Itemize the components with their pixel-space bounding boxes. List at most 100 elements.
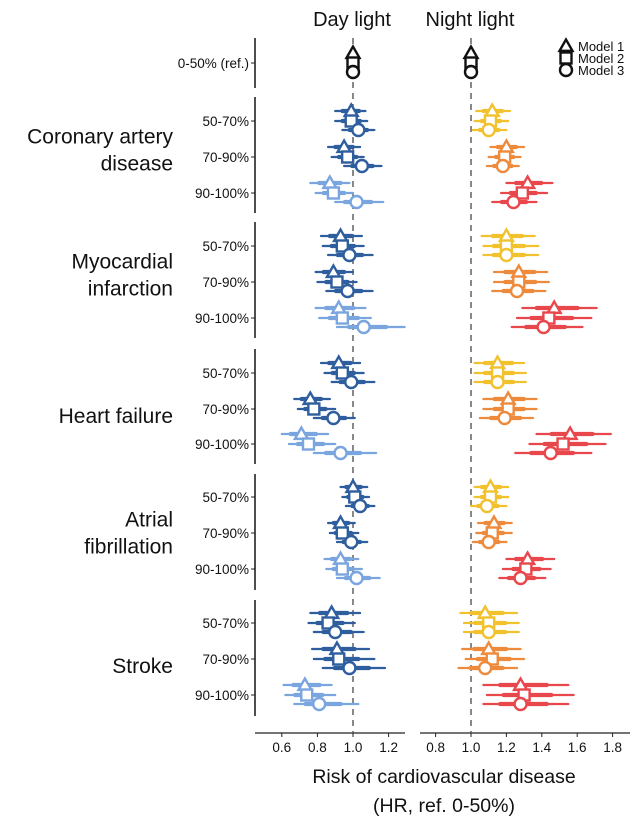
group-label: Stroke — [112, 655, 173, 678]
marker-triangle — [480, 640, 498, 656]
marker-circle — [543, 445, 558, 461]
legend-label: Model 1 — [578, 39, 624, 54]
marker-circle — [326, 410, 341, 426]
marker-circle — [477, 660, 493, 676]
marker-square — [330, 275, 344, 289]
row-label-reference: 0-50% (ref.) — [178, 56, 249, 71]
marker-circle — [509, 283, 525, 299]
marker-triangle — [324, 263, 342, 279]
row-label: 50-70% — [202, 114, 249, 129]
marker-triangle — [499, 390, 517, 406]
marker-circle — [481, 122, 496, 138]
marker-circle — [497, 410, 512, 426]
marker-circle — [479, 498, 495, 514]
marker-square — [485, 652, 499, 666]
marker-triangle — [328, 640, 346, 656]
legend-circle-icon — [558, 62, 574, 78]
marker-circle — [495, 158, 511, 174]
marker-circle — [356, 319, 371, 335]
row-label: 90-100% — [195, 688, 249, 703]
marker-square — [515, 186, 530, 200]
panel-title-day: Day light — [313, 9, 391, 31]
row-label: 90-100% — [195, 437, 249, 452]
marker-triangle — [545, 299, 563, 315]
row-labels: 0-50% (ref.) Coronary artery disease 50-70%… — [27, 56, 249, 703]
marker-circle — [344, 534, 359, 550]
x-tick-label-night: 1.2 — [497, 740, 516, 755]
x-axis-title: Risk of cardiovascular disease — [312, 766, 575, 788]
marker-square — [335, 239, 350, 253]
marker-circle — [506, 194, 521, 210]
marker-circle — [351, 122, 366, 138]
row-label: 50-70% — [202, 239, 249, 254]
row-label: 90-100% — [195, 311, 249, 326]
marker-triangle — [481, 478, 500, 494]
marker-circle — [513, 696, 528, 712]
group-label: disease — [101, 153, 173, 176]
legend-label: Model 2 — [578, 51, 624, 66]
marker-reference-circle — [463, 64, 479, 80]
x-tick-label-night: 1.4 — [532, 740, 551, 755]
marker-reference-triangle — [462, 44, 480, 60]
row-label: 50-70% — [202, 616, 249, 631]
marker-circle — [328, 624, 343, 640]
x-tick-label-day: 1.2 — [379, 740, 398, 755]
group-label: fibrillation — [84, 536, 173, 559]
row-label: 90-100% — [195, 186, 249, 201]
marker-square — [344, 114, 358, 128]
marker-triangle — [561, 425, 579, 441]
marker-square — [556, 437, 570, 451]
marker-square — [301, 437, 316, 451]
marker-circle — [349, 194, 364, 210]
legend-triangle-icon — [557, 37, 575, 53]
marks — [280, 44, 612, 712]
marker-circle — [340, 283, 355, 299]
marker-square — [340, 150, 355, 164]
marker-triangle — [331, 227, 350, 243]
marker-circle — [342, 247, 357, 263]
marker-triangle — [510, 263, 528, 279]
marker-square — [326, 186, 341, 200]
marker-triangle — [476, 604, 494, 620]
marker-triangle — [511, 676, 530, 692]
marker-triangle — [497, 138, 515, 154]
row-label: 70-90% — [202, 402, 249, 417]
marker-triangle — [344, 478, 362, 494]
marker-triangle — [519, 550, 537, 566]
marker-circle — [481, 534, 496, 550]
row-label: 90-100% — [195, 562, 249, 577]
row-label: 50-70% — [202, 366, 249, 381]
marker-triangle — [331, 550, 350, 566]
marker-square — [335, 562, 350, 576]
marker-triangle — [321, 174, 339, 190]
marker-triangle — [485, 514, 503, 530]
row-label: 70-90% — [202, 150, 249, 165]
marker-triangle — [330, 354, 348, 370]
marker-circle — [344, 374, 359, 390]
marker-circle — [481, 624, 496, 640]
x-tick-label-day: 1.0 — [344, 740, 363, 755]
marker-circle — [499, 247, 514, 263]
marker-square — [335, 366, 350, 380]
marker-triangle — [497, 227, 515, 243]
x-axis-title-line2: (HR, ref. 0-50%) — [373, 795, 515, 817]
x-tick-label-night: 1.6 — [568, 740, 587, 755]
marker-circle — [354, 158, 370, 174]
row-label: 70-90% — [202, 275, 249, 290]
marker-circle — [536, 319, 551, 335]
x-tick-label-night: 1.0 — [462, 740, 481, 755]
marker-circle — [490, 374, 505, 390]
marker-square — [300, 688, 314, 702]
marker-circle — [333, 445, 348, 461]
group-label: Coronary artery — [27, 126, 173, 149]
marker-square — [307, 402, 321, 416]
marker-triangle — [342, 102, 360, 118]
panels: Day light 0.6 0.8 1.0 1.2 Night light 0.8 1.0 1.… — [251, 9, 630, 755]
marker-circle — [352, 498, 368, 514]
marker-circle — [342, 660, 357, 676]
group-label: Heart failure — [59, 405, 173, 428]
x-tick-label-day: 0.6 — [272, 740, 291, 755]
marker-reference-triangle — [344, 44, 362, 60]
row-label: 70-90% — [202, 652, 249, 667]
